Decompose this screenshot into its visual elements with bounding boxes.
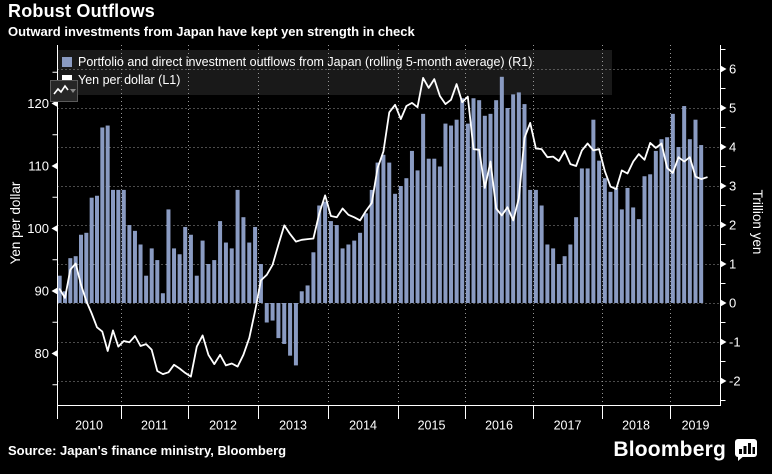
svg-text:2016: 2016 [485,419,513,433]
svg-text:2014: 2014 [349,419,377,433]
legend-label-yen: Yen per dollar (L1) [78,72,181,87]
svg-text:1: 1 [729,257,736,272]
svg-text:2: 2 [729,218,736,233]
legend-item-yen: Yen per dollar (L1) [62,72,532,87]
svg-text:2010: 2010 [75,419,103,433]
legend-swatch-line [62,74,72,85]
bloomberg-wordmark: Bloomberg [613,438,726,461]
yen-per-dollar-line [58,77,708,378]
legend-box [57,50,612,95]
axes: 120 110 100 90 80 6 5 4 3 2 1 0 -1 -2 2010 2011 2012 2013… [27,45,741,433]
legend: Portfolio and direct investment outflows… [62,54,532,87]
svg-text:110: 110 [28,159,49,174]
outflow-bars-series [57,76,704,366]
svg-text:-1: -1 [729,335,741,350]
legend-item-outflows: Portfolio and direct investment outflows… [62,54,532,69]
svg-text:2018: 2018 [622,419,650,433]
svg-text:90: 90 [35,284,49,299]
source-note: Source: Japan's finance ministry, Bloomb… [8,443,287,458]
svg-text:2012: 2012 [209,419,237,433]
legend-label-outflows: Portfolio and direct investment outflows… [78,54,533,69]
page-subtitle: Outward investments from Japan have kept… [8,24,415,39]
bloomberg-logo-icon [735,439,757,461]
legend-swatch-bars [62,56,72,67]
svg-text:2019: 2019 [682,419,710,433]
svg-text:0: 0 [729,296,736,311]
page-title: Robust Outflows [8,1,155,21]
svg-text:3: 3 [729,179,736,194]
svg-text:2017: 2017 [554,419,582,433]
svg-text:2013: 2013 [279,419,307,433]
bloomberg-brand: Bloomberg [613,438,758,462]
svg-text:2015: 2015 [418,419,446,433]
right-axis-title: Trillion yen [750,190,765,255]
svg-text:120: 120 [27,96,49,111]
left-axis-title: Yen per dollar [8,181,23,264]
svg-text:2011: 2011 [141,419,168,433]
svg-text:100: 100 [27,221,49,236]
svg-text:-2: -2 [729,374,741,389]
svg-text:5: 5 [729,101,736,116]
line-chart-icon [53,84,76,95]
svg-text:80: 80 [35,346,49,361]
svg-text:4: 4 [729,140,736,155]
chart-type-button[interactable] [50,80,78,102]
svg-text:6: 6 [729,62,736,77]
